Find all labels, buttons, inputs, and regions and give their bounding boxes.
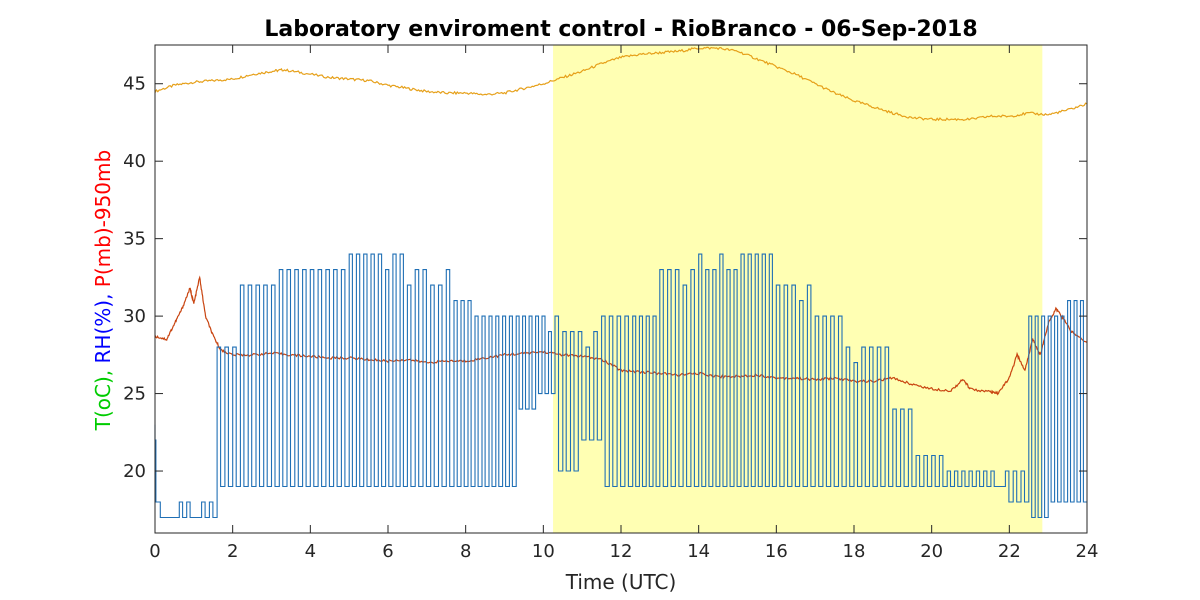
x-tick-label: 4	[305, 541, 316, 562]
x-tick-label: 20	[920, 541, 943, 562]
x-tick-label: 14	[687, 541, 710, 562]
series-line-0	[154, 46, 1088, 122]
y-axis-label: T(oC), RH(%), P(mb)-950mb	[91, 150, 115, 431]
y-tick-label: 40	[123, 151, 146, 172]
x-tick-label: 24	[1076, 541, 1099, 562]
y-tick-label: 30	[123, 306, 146, 327]
chart-title: Laboratory enviroment control - RioBranc…	[264, 17, 977, 42]
highlight-band	[553, 45, 1043, 533]
y-tick-label: 35	[123, 229, 146, 250]
x-tick-label: 10	[532, 541, 555, 562]
y-label-part: RH(%),	[91, 294, 115, 370]
y-tick-label: 45	[123, 74, 146, 95]
x-tick-label: 18	[843, 541, 866, 562]
y-tick-label: 25	[123, 384, 146, 405]
x-tick-label: 8	[460, 541, 471, 562]
x-axis-label: Time (UTC)	[565, 570, 677, 594]
x-tick-label: 16	[765, 541, 788, 562]
x-tick-label: 0	[149, 541, 160, 562]
y-label-part: P(mb)-950mb	[91, 150, 115, 294]
x-tick-label: 12	[610, 541, 633, 562]
y-label-part: T(oC),	[91, 370, 115, 431]
x-tick-label: 2	[227, 541, 238, 562]
x-tick-label: 6	[382, 541, 393, 562]
y-tick-label: 20	[123, 461, 146, 482]
x-tick-label: 22	[998, 541, 1021, 562]
series-layer	[154, 46, 1088, 519]
series-steps-2	[154, 253, 1087, 519]
